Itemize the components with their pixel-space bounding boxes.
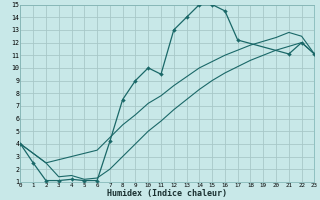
X-axis label: Humidex (Indice chaleur): Humidex (Indice chaleur) bbox=[108, 189, 228, 198]
